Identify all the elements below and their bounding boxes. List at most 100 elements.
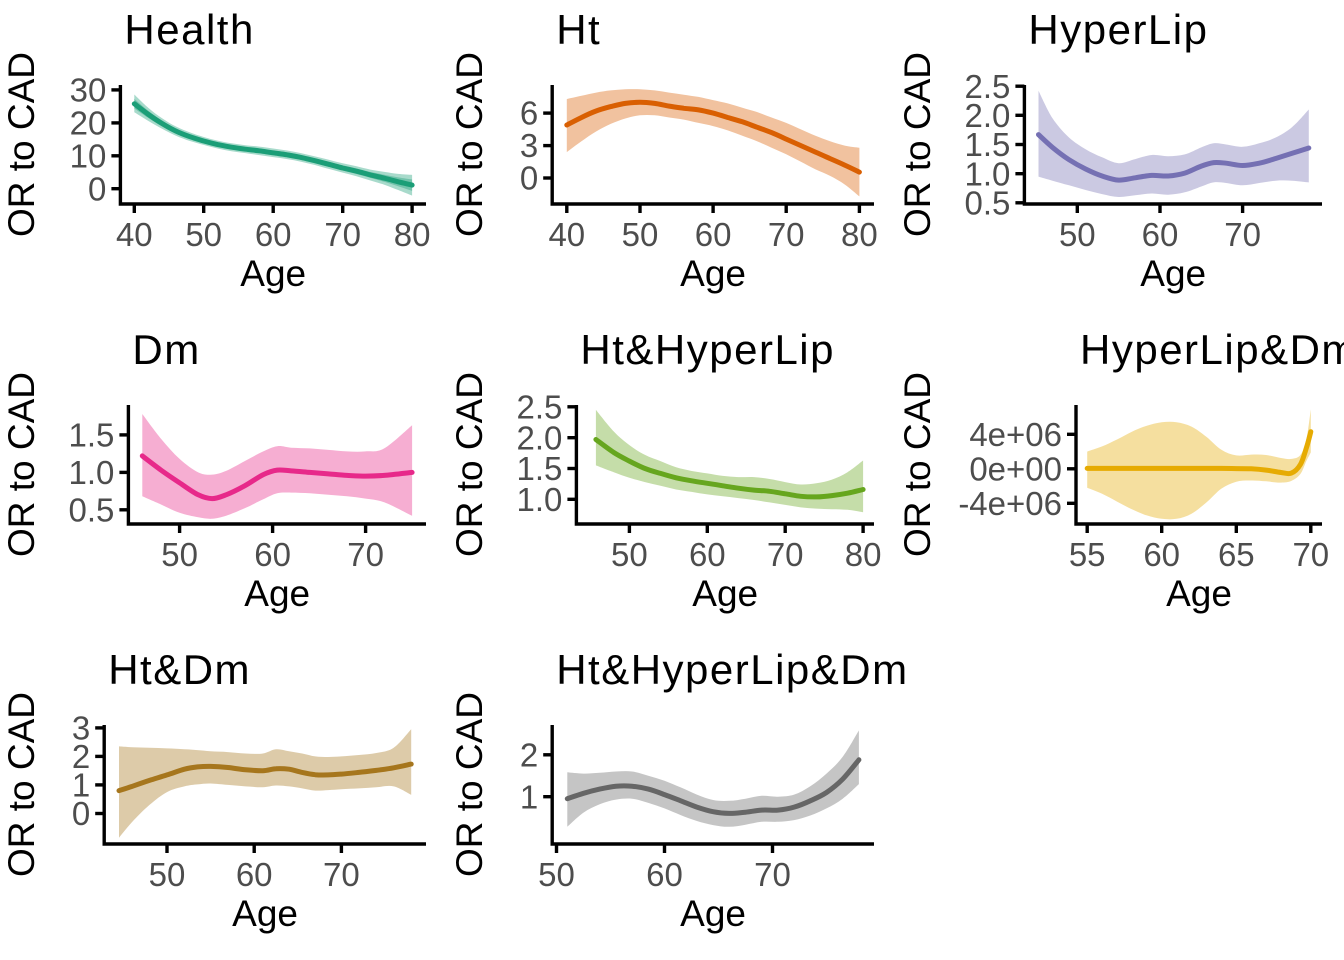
panel-chart-svg: 0.51.01.52.02.5 50 60 70 HyperLip Age OR to CA…	[897, 6, 1322, 294]
y-axis-label: OR to CAD	[449, 52, 490, 237]
x-axis-label: Age	[232, 893, 298, 934]
confidence-band	[1087, 409, 1311, 520]
x-axis-label: Age	[240, 253, 306, 294]
x-tick-label: 60	[1143, 536, 1180, 573]
x-tick-label: 50	[185, 216, 222, 253]
x-tick-label: 50	[161, 536, 198, 573]
x-tick-label: 70	[324, 216, 361, 253]
trend-line	[564, 99, 862, 175]
x-tick-label: 60	[689, 536, 726, 573]
y-tick-label: 1.5	[69, 416, 115, 453]
y-axis-label: OR to CAD	[449, 692, 490, 877]
y-tick-label: 2	[520, 736, 538, 773]
axis-lines	[550, 85, 874, 206]
y-tick-label: 1.5	[517, 450, 563, 487]
confidence-band	[119, 729, 412, 838]
x-tick-label: 80	[394, 216, 431, 253]
plot-area	[139, 414, 415, 519]
y-tick-label: -4e+06	[958, 485, 1062, 522]
plot-area	[116, 729, 414, 838]
y-tick-label: 1.0	[69, 454, 115, 491]
trend-line	[1084, 429, 1314, 477]
y-tick-label: 1	[520, 778, 538, 815]
x-tick-label: 70	[1224, 216, 1261, 253]
x-tick-label: 65	[1218, 536, 1255, 573]
panel-chart-svg: 036 40 50 60 70 80 Ht Age OR to CAD	[449, 6, 878, 294]
confidence-band	[567, 730, 859, 827]
x-axis-label: Age	[680, 253, 746, 294]
x-tick-label: 80	[841, 216, 878, 253]
x-tick-label: 60	[236, 856, 273, 893]
x-tick-label: 80	[845, 536, 882, 573]
y-axis-label: OR to CAD	[1, 372, 42, 557]
x-axis-label: Age	[244, 573, 310, 614]
x-tick-label: 50	[1059, 216, 1096, 253]
x-axis-label: Age	[1140, 253, 1206, 294]
panel-title: Health	[124, 6, 254, 53]
x-axis-label: Age	[692, 573, 758, 614]
y-tick-label: 0.5	[69, 491, 115, 528]
x-tick-label: 40	[548, 216, 585, 253]
y-tick-label: 3	[72, 709, 90, 746]
x-tick-label: 50	[622, 216, 659, 253]
x-axis-label: Age	[680, 893, 746, 934]
y-tick-label: 2	[72, 738, 90, 775]
axis-lines	[102, 725, 426, 846]
x-tick-label: 60	[695, 216, 732, 253]
panel-title: HyperLip	[1028, 6, 1208, 53]
plot-area	[564, 730, 862, 827]
trend-line	[139, 453, 415, 502]
x-tick-label: 60	[255, 216, 292, 253]
y-tick-label: 1	[72, 766, 90, 803]
trend-line	[131, 101, 415, 188]
y-axis-label: OR to CAD	[1, 52, 42, 237]
x-tick-label: 50	[149, 856, 186, 893]
trend-line	[564, 757, 862, 816]
panel-ht-and-hyperlip-and-dm: 1 2 50 60 70 Ht&HyperLip&Dm Age OR to CAD	[448, 640, 907, 960]
plot-area	[131, 94, 415, 196]
x-tick-label: 70	[754, 856, 791, 893]
x-tick-label: 70	[767, 536, 804, 573]
y-tick-label: 0.5	[965, 184, 1011, 221]
x-tick-label: 70	[347, 536, 384, 573]
panel-title: Ht	[556, 6, 601, 53]
panel-chart-svg: 1 2 50 60 70 Ht&HyperLip&Dm Age OR to CAD	[449, 646, 907, 934]
y-tick-label: 0	[520, 160, 538, 197]
x-axis-label: Age	[1166, 573, 1232, 614]
y-tick-label: 1.0	[965, 155, 1011, 192]
confidence-band	[142, 414, 413, 519]
confidence-band	[1038, 90, 1309, 198]
y-tick-label: 6	[520, 95, 538, 132]
trend-line	[116, 761, 414, 794]
x-tick-label: 40	[116, 216, 153, 253]
panel-health: 0 10 20 30 40 50 60 70 80 Health Age OR to CAD	[0, 0, 448, 320]
axis-lines	[126, 405, 426, 526]
trend-line	[593, 437, 866, 500]
panel-title: Dm	[132, 326, 200, 373]
plot-area	[1084, 409, 1314, 520]
y-axis-label: OR to CAD	[897, 52, 938, 237]
y-tick-label: 2.0	[965, 97, 1011, 134]
x-tick-label: 50	[611, 536, 648, 573]
x-tick-label: 70	[1292, 536, 1329, 573]
plot-area	[593, 409, 866, 513]
x-tick-label: 70	[323, 856, 360, 893]
x-tick-label: 60	[1142, 216, 1179, 253]
panel-chart-svg: 1.01.52.02.5 50 60 70 80 Ht&HyperLip Age OR to …	[449, 326, 882, 614]
y-axis-label: OR to CAD	[1, 692, 42, 877]
x-tick-label: 70	[768, 216, 805, 253]
y-tick-label: 4e+06	[969, 416, 1062, 453]
confidence-band	[134, 94, 413, 196]
axis-lines	[1074, 405, 1322, 526]
panel-ht-and-hyperlip: 1.0 1.5 2.0 2.5 50 60 70 80 Ht&HyperLip Age OR to …	[448, 320, 896, 640]
panel-hyperlip-and-dm: -4e+06 0e+00 4e+06 55 60 65 70 HyperLip&Dm Age OR…	[896, 320, 1344, 640]
panel-title: Ht&HyperLip&Dm	[556, 646, 908, 693]
axis-lines	[574, 405, 874, 526]
y-tick-label: 2.0	[517, 419, 563, 456]
y-tick-label: 3	[520, 127, 538, 164]
y-tick-label: 0	[72, 795, 90, 832]
plot-area	[1036, 90, 1312, 198]
axis-lines	[118, 85, 426, 206]
y-axis-label: OR to CAD	[897, 372, 938, 557]
